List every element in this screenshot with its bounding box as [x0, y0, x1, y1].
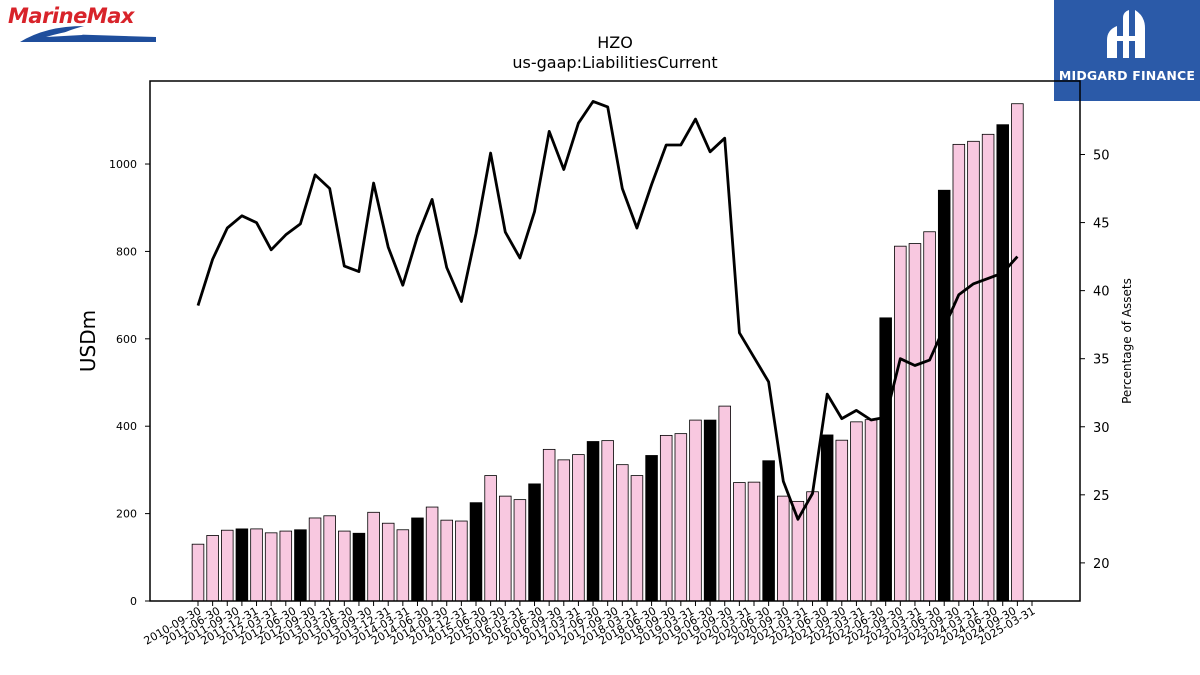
y-tick-label-1000: 1000 — [109, 158, 137, 171]
bar-2021-12-31 — [850, 421, 863, 602]
bar-2021-09-30 — [835, 439, 849, 602]
marinemax-logo-text: MarineMax — [8, 4, 134, 28]
y2-tick-label-35: 35 — [1093, 353, 1110, 368]
y2-tick-label-20: 20 — [1093, 557, 1110, 572]
bar-2018-03-31 — [630, 475, 644, 602]
y2-axis-label: Percentage of Assets — [1120, 278, 1134, 404]
bar-2020-09-30 — [777, 495, 790, 602]
y-tick-label-400: 400 — [116, 420, 137, 433]
bar-2010-12-31 — [206, 535, 219, 602]
bar-2013-12-31 — [381, 522, 395, 602]
bar-2019-12-31 — [733, 482, 746, 602]
plot-frame — [149, 80, 1081, 602]
bar-2010-09-30 — [191, 543, 205, 602]
bar-2013-03-31 — [338, 530, 351, 602]
y2-tick-label-40: 40 — [1093, 285, 1110, 300]
bar-2017-06-30 — [586, 441, 600, 602]
bar-2016-06-30 — [528, 483, 541, 602]
marinemax-wave-icon — [20, 26, 156, 42]
bar-2024-06-30 — [996, 124, 1009, 602]
midgard-finance-logo-text: MIDGARD FINANCE — [1058, 68, 1196, 83]
bar-2014-06-30 — [411, 517, 424, 602]
bar-2015-06-30 — [469, 502, 483, 602]
y2-tick-label-25: 25 — [1093, 489, 1110, 504]
y-tick-label-800: 800 — [116, 245, 137, 258]
bar-2014-03-31 — [396, 529, 410, 602]
bar-2022-06-30 — [879, 317, 892, 602]
bar-2014-12-31 — [440, 519, 453, 602]
bar-2017-09-30 — [601, 440, 614, 602]
midgard-finance-logo: MIDGARD FINANCE — [1054, 0, 1200, 101]
y2-tick-label-50: 50 — [1093, 149, 1110, 164]
bar-2017-03-31 — [572, 454, 585, 602]
bar-2013-09-30 — [367, 511, 380, 602]
bar-2019-03-31 — [689, 419, 702, 602]
bar-2011-12-31 — [264, 532, 278, 602]
bar-2019-06-30 — [703, 419, 717, 602]
axes-group: 02004006008001000202530354045502010-09-3… — [109, 80, 1110, 648]
bar-2021-06-30 — [820, 434, 834, 602]
bar-2023-12-31 — [967, 140, 980, 602]
bar-2017-12-31 — [616, 464, 629, 602]
bar-2012-03-31 — [279, 530, 293, 602]
bar-2023-09-30 — [952, 143, 966, 602]
bar-2023-06-30 — [937, 189, 951, 602]
bar-2024-03-31 — [981, 133, 995, 602]
bar-2022-03-31 — [864, 419, 878, 602]
bar-2012-09-30 — [308, 517, 322, 602]
bar-2022-12-31 — [908, 243, 922, 602]
y-tick-label-200: 200 — [116, 508, 137, 521]
bar-2016-12-31 — [557, 459, 571, 602]
y-axis-label: USDm — [76, 310, 100, 372]
bar-2018-09-30 — [659, 434, 673, 602]
bar-2018-06-30 — [645, 455, 658, 602]
bar-2018-12-31 — [674, 433, 688, 602]
y2-tick-label-45: 45 — [1093, 217, 1110, 232]
bar-2016-09-30 — [542, 448, 556, 602]
bar-2011-03-31 — [221, 529, 234, 602]
bar-2020-03-31 — [747, 481, 761, 602]
bar-2011-06-30 — [235, 528, 249, 602]
chart-title: HZO — [597, 33, 633, 52]
pct-assets-line — [196, 100, 1019, 521]
bar-2016-03-31 — [513, 499, 527, 602]
bar-2022-09-30 — [894, 245, 907, 602]
bars-group — [191, 103, 1024, 602]
y-tick-label-0: 0 — [130, 595, 137, 608]
bar-2020-06-30 — [762, 460, 775, 602]
bar-2021-03-31 — [806, 491, 819, 602]
bar-2015-03-31 — [455, 520, 468, 602]
bar-2024-09-30 — [1011, 103, 1024, 602]
bar-2019-09-30 — [718, 405, 731, 602]
bar-2012-06-30 — [294, 529, 307, 602]
bar-2015-09-30 — [484, 475, 497, 602]
bar-2015-12-31 — [499, 495, 512, 602]
bar-2013-06-30 — [352, 532, 366, 602]
chart-subtitle: us-gaap:LiabilitiesCurrent — [512, 53, 717, 72]
bar-2012-12-31 — [323, 515, 336, 602]
marinemax-logo: MarineMax — [6, 4, 166, 46]
bar-2011-09-30 — [250, 528, 263, 602]
bar-2014-09-30 — [425, 506, 439, 602]
line-group — [196, 100, 1019, 521]
bar-2023-03-31 — [923, 231, 936, 602]
y-tick-label-600: 600 — [116, 333, 137, 346]
y2-tick-label-30: 30 — [1093, 421, 1110, 436]
midgard-emblem-icon — [1107, 10, 1145, 58]
